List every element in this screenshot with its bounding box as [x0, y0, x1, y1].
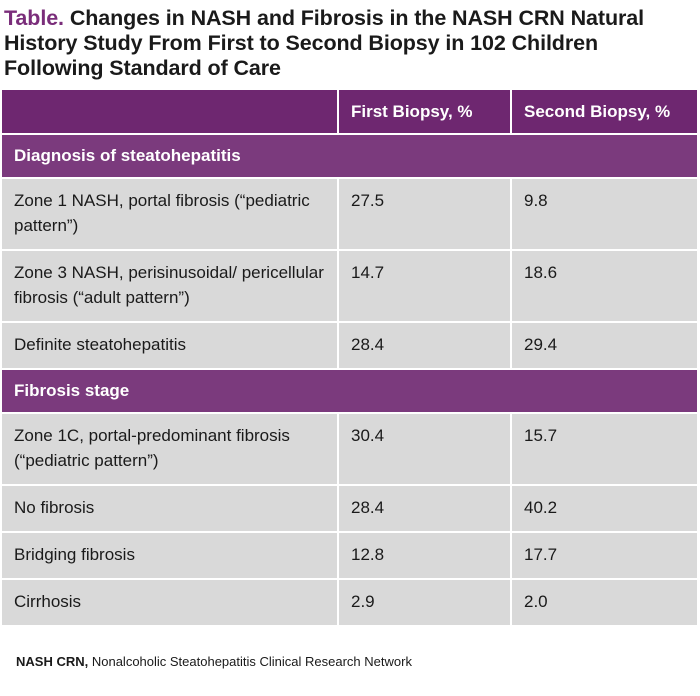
- header-cell-first-biopsy: First Biopsy, %: [338, 90, 512, 135]
- footnote-text: Nonalcoholic Steatohepatitis Clinical Re…: [88, 654, 412, 669]
- first-biopsy-value: 12.8: [338, 532, 512, 580]
- header-row: First Biopsy, % Second Biopsy, %: [2, 90, 699, 135]
- second-biopsy-value: 9.8: [511, 178, 699, 251]
- table-row: Zone 1C, portal-predominant fibrosis (“p…: [2, 413, 699, 486]
- second-biopsy-value: 15.7: [511, 413, 699, 486]
- first-biopsy-value: 2.9: [338, 579, 512, 627]
- row-label: Zone 1 NASH, portal fibrosis (“pediatric…: [2, 178, 339, 251]
- second-biopsy-value: 40.2: [511, 485, 699, 533]
- first-biopsy-value: 14.7: [338, 250, 512, 323]
- section-row: Diagnosis of steatohepatitis: [2, 134, 699, 179]
- row-label: No fibrosis: [2, 485, 339, 533]
- table-title: Table. Changes in NASH and Fibrosis in t…: [4, 6, 694, 81]
- footnote-abbr: NASH CRN,: [16, 654, 89, 669]
- first-biopsy-value: 30.4: [338, 413, 512, 486]
- section-label: Diagnosis of steatohepatitis: [2, 134, 699, 179]
- row-label: Cirrhosis: [2, 579, 339, 627]
- row-label: Bridging fibrosis: [2, 532, 339, 580]
- first-biopsy-value: 28.4: [338, 322, 512, 370]
- table-row: Zone 3 NASH, perisinusoidal/ pericellula…: [2, 250, 699, 323]
- section-label: Fibrosis stage: [2, 369, 699, 414]
- row-label: Zone 1C, portal-predominant fibrosis (“p…: [2, 413, 339, 486]
- second-biopsy-value: 17.7: [511, 532, 699, 580]
- header-cell-blank: [2, 90, 339, 135]
- data-table: First Biopsy, % Second Biopsy, % Diagnos…: [2, 90, 699, 627]
- second-biopsy-value: 2.0: [511, 579, 699, 627]
- table-title-label: Table.: [4, 6, 64, 30]
- row-label: Zone 3 NASH, perisinusoidal/ pericellula…: [2, 250, 339, 323]
- first-biopsy-value: 28.4: [338, 485, 512, 533]
- section-row: Fibrosis stage: [2, 369, 699, 414]
- row-label: Definite steatohepatitis: [2, 322, 339, 370]
- table-row: Definite steatohepatitis 28.4 29.4: [2, 322, 699, 370]
- table-row: Bridging fibrosis 12.8 17.7: [2, 532, 699, 580]
- table-row: No fibrosis 28.4 40.2: [2, 485, 699, 533]
- second-biopsy-value: 18.6: [511, 250, 699, 323]
- first-biopsy-value: 27.5: [338, 178, 512, 251]
- table-row: Zone 1 NASH, portal fibrosis (“pediatric…: [2, 178, 699, 251]
- second-biopsy-value: 29.4: [511, 322, 699, 370]
- footnote: NASH CRN, Nonalcoholic Steatohepatitis C…: [16, 654, 412, 669]
- header-cell-second-biopsy: Second Biopsy, %: [511, 90, 699, 135]
- table-title-text: Changes in NASH and Fibrosis in the NASH…: [4, 6, 644, 80]
- table-row: Cirrhosis 2.9 2.0: [2, 579, 699, 627]
